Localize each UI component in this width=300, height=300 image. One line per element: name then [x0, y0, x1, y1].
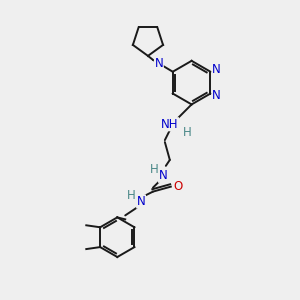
Text: O: O [173, 180, 182, 193]
Text: H: H [183, 126, 192, 139]
Text: N: N [137, 195, 146, 208]
Text: N: N [212, 63, 221, 76]
Text: NH: NH [161, 118, 178, 131]
Text: H: H [127, 189, 136, 202]
Text: H: H [150, 163, 158, 176]
Text: N: N [154, 57, 163, 70]
Text: N: N [158, 169, 167, 182]
Text: N: N [212, 89, 221, 102]
